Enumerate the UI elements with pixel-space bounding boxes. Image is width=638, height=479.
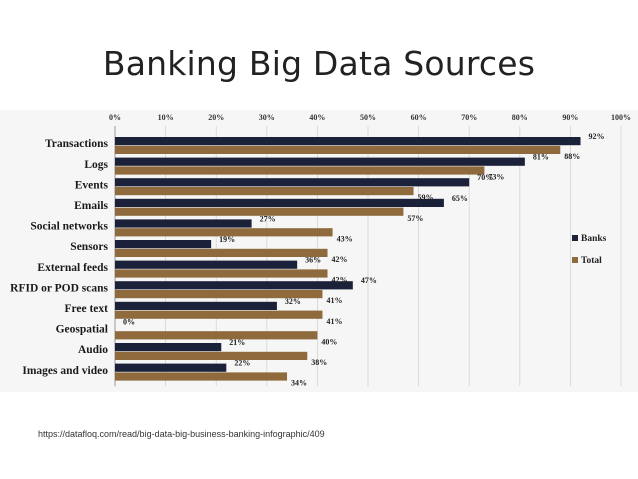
bar-total	[115, 331, 318, 340]
category-label: Free text	[64, 303, 108, 315]
value-label-banks: 32%	[285, 297, 301, 306]
value-label-total: 38%	[311, 358, 327, 367]
value-label-total: 43%	[337, 234, 353, 243]
category-label: Sensors	[70, 241, 108, 253]
value-label-banks: 47%	[361, 276, 377, 285]
value-label-banks: 36%	[305, 256, 321, 265]
x-tick-label: 0%	[109, 113, 121, 122]
value-label-total: 59%	[418, 193, 434, 202]
bar-banks	[115, 198, 444, 207]
bar-total	[115, 372, 288, 381]
bar-banks	[115, 157, 525, 166]
category-label: Social networks	[30, 221, 108, 233]
x-axis-ticks: 0% 10% 20% 30% 40% 50% 60% 70% 80% 90% 100%	[109, 113, 631, 122]
value-label-banks: 27%	[260, 214, 276, 223]
value-label-banks: 65%	[452, 194, 468, 203]
x-tick-label: 60%	[411, 113, 427, 122]
value-label-total: 40%	[321, 337, 337, 346]
bar-total	[115, 248, 328, 257]
value-label-total: 73%	[488, 173, 504, 182]
value-label-total: 41%	[326, 317, 342, 326]
value-labels: 92% 88% 81% 73%70% 59% 65% 57% 27% 43% 19% 42% 36% 4…	[123, 132, 605, 388]
bar-banks	[115, 178, 470, 187]
bar-total	[115, 228, 333, 237]
legend: Banks Total	[572, 234, 607, 266]
bar-total	[115, 310, 323, 319]
bar-total	[115, 187, 414, 196]
value-label-banks: 70%	[477, 173, 493, 182]
x-tick-label: 30%	[259, 113, 275, 122]
value-label-banks: 22%	[234, 359, 250, 368]
x-tick-label: 70%	[461, 113, 477, 122]
legend-label-total: Total	[581, 256, 602, 266]
bar-banks	[115, 219, 252, 228]
bar-total	[115, 351, 308, 360]
x-tick-label: 50%	[360, 113, 376, 122]
category-label: RFID or POD scans	[10, 282, 108, 294]
bar-banks	[115, 343, 222, 352]
value-label-total: 42%	[332, 255, 348, 264]
slide-title: Banking Big Data Sources	[102, 44, 536, 83]
category-label: Audio	[78, 344, 108, 356]
x-tick-label: 100%	[611, 113, 631, 122]
value-label-banks: 19%	[219, 235, 235, 244]
value-label-banks: 0%	[123, 317, 135, 326]
value-label-banks: 21%	[229, 338, 245, 347]
bar-banks	[115, 260, 298, 269]
category-labels: Transactions Logs Events Emails Social netwo…	[10, 138, 108, 377]
bar-banks	[115, 281, 353, 290]
category-label: Transactions	[45, 138, 109, 150]
value-label-total: 57%	[407, 214, 423, 223]
bar-banks	[115, 137, 581, 146]
legend-label-banks: Banks	[581, 234, 607, 244]
bar-banks	[115, 363, 227, 372]
value-label-total: 88%	[564, 152, 580, 161]
value-label-total: 42%	[332, 276, 348, 285]
chart-area: 0% 10% 20% 30% 40% 50% 60% 70% 80% 90% 100% Transa…	[0, 110, 638, 392]
bar-total	[115, 145, 561, 154]
bar-total	[115, 207, 404, 216]
value-label-total: 34%	[291, 379, 307, 388]
category-label: Logs	[84, 159, 108, 171]
x-tick-label: 20%	[208, 113, 224, 122]
bar-chart: 0% 10% 20% 30% 40% 50% 60% 70% 80% 90% 100% Transa…	[10, 113, 631, 388]
value-label-total: 41%	[326, 296, 342, 305]
bar-banks	[115, 240, 212, 249]
category-label: Events	[75, 179, 109, 191]
category-label: Geospatial	[56, 324, 108, 336]
legend-swatch-banks	[572, 235, 578, 241]
legend-swatch-total	[572, 257, 578, 263]
x-tick-label: 80%	[512, 113, 528, 122]
category-label: Images and video	[22, 365, 108, 377]
bar-total	[115, 269, 328, 278]
x-tick-label: 90%	[562, 113, 578, 122]
category-label: Emails	[74, 200, 108, 212]
category-label: External feeds	[37, 262, 108, 274]
value-label-banks: 81%	[533, 153, 549, 162]
bars	[115, 137, 581, 381]
bar-banks	[115, 301, 277, 310]
bar-total	[115, 166, 485, 175]
value-label-banks: 92%	[589, 132, 605, 141]
x-tick-label: 10%	[158, 113, 174, 122]
x-tick-label: 40%	[309, 113, 325, 122]
bar-total	[115, 290, 323, 299]
source-url: https://datafloq.com/read/big-data-big-b…	[38, 429, 325, 439]
